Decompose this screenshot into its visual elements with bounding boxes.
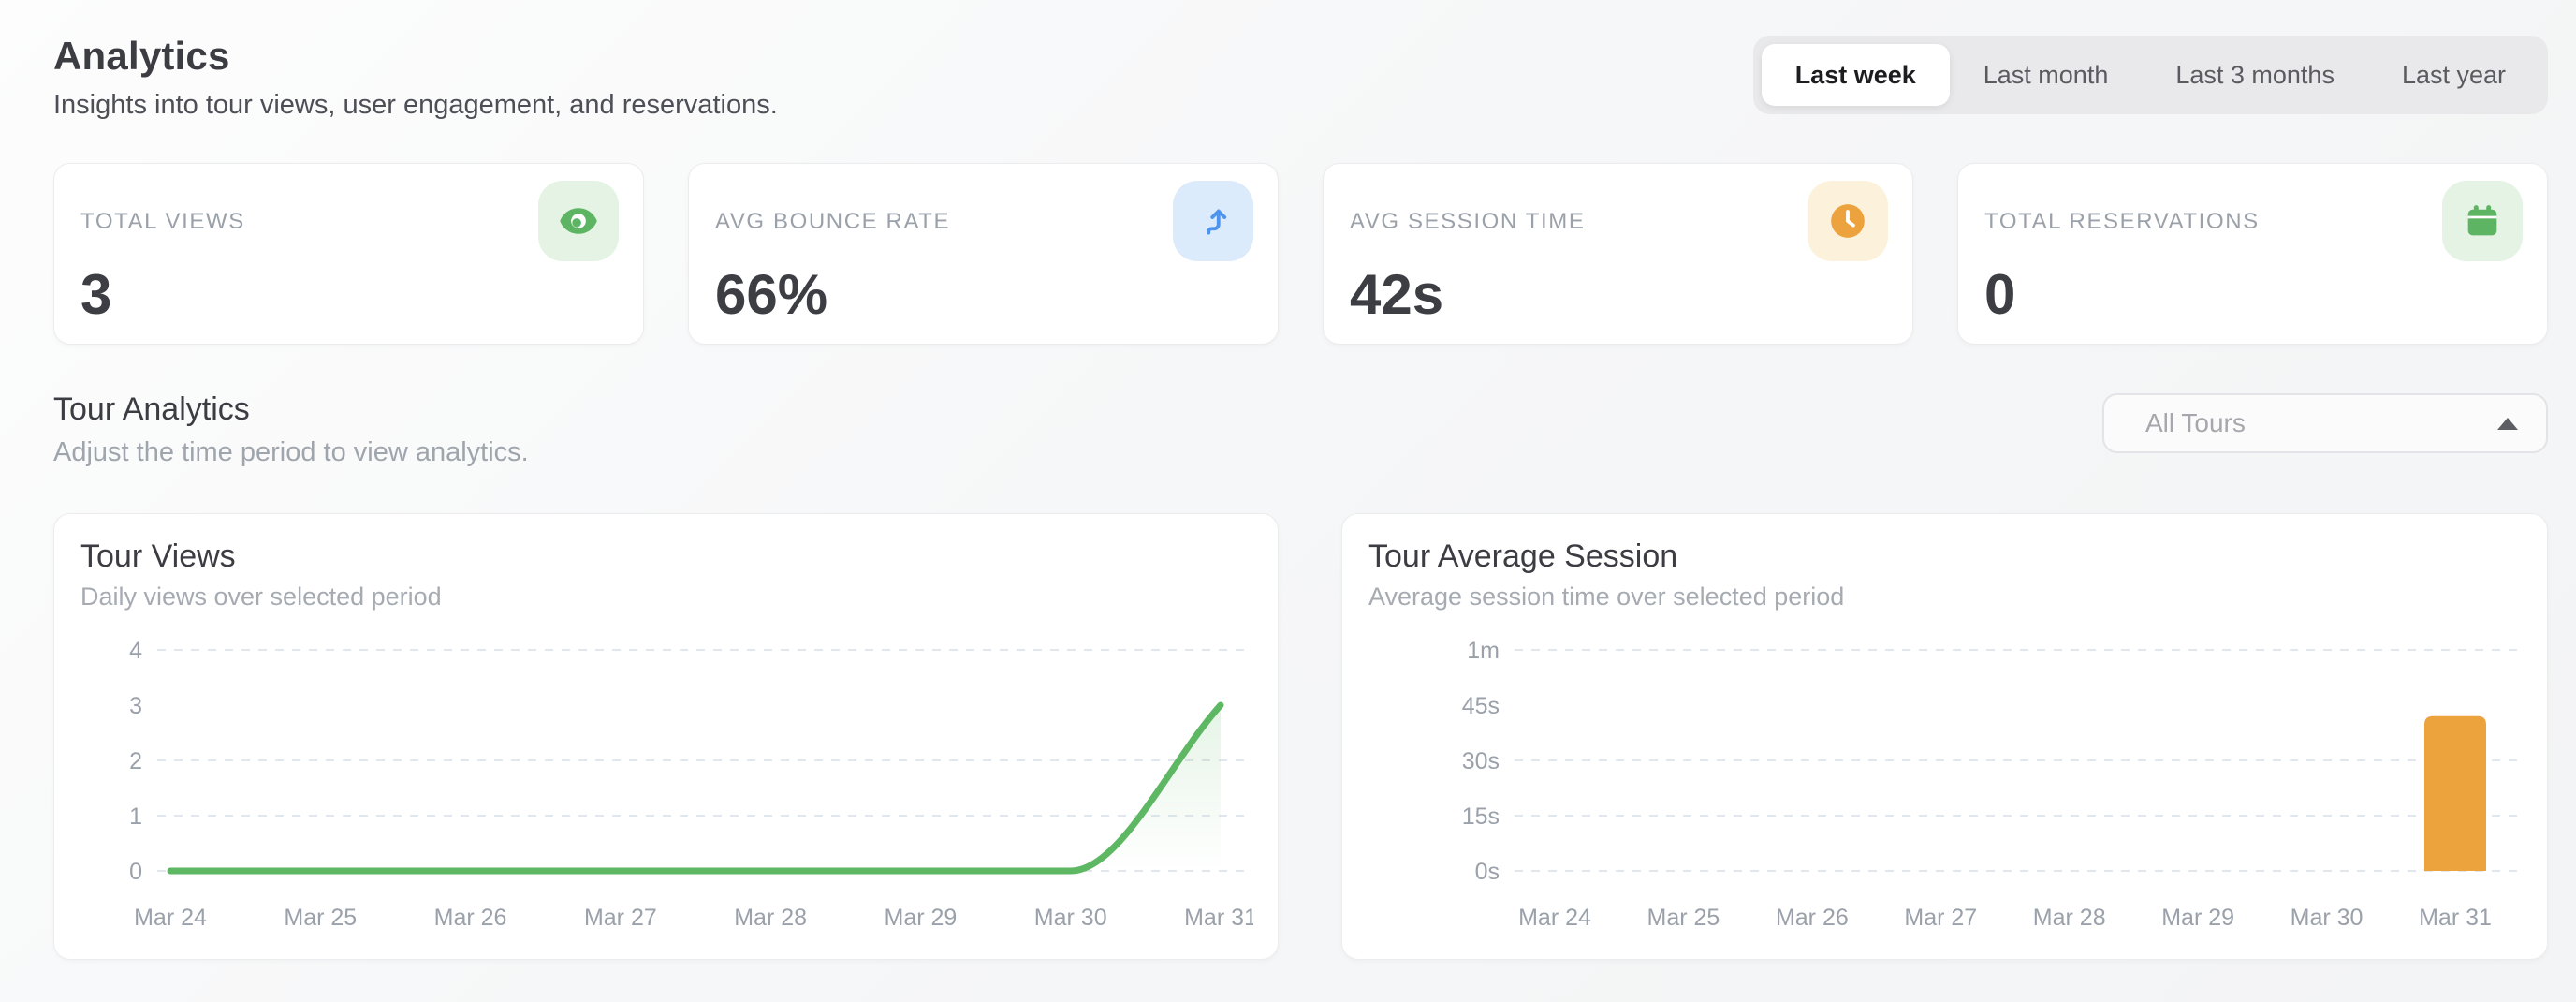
svg-text:Mar 27: Mar 27 <box>584 905 657 931</box>
stat-card-total-reservations: TOTAL RESERVATIONS 0 <box>1957 163 2548 345</box>
tab-last-3-months[interactable]: Last 3 months <box>2142 44 2368 106</box>
tour-average-session-card: Tour Average Session Average session tim… <box>1341 513 2548 960</box>
svg-text:Mar 24: Mar 24 <box>1518 905 1591 931</box>
chart-title: Tour Views <box>80 538 236 574</box>
svg-text:Mar 26: Mar 26 <box>434 905 507 931</box>
stat-label: AVG SESSION TIME <box>1350 209 1586 234</box>
svg-text:Mar 30: Mar 30 <box>1034 905 1107 931</box>
svg-text:0: 0 <box>129 859 142 885</box>
clock-icon <box>1808 181 1888 261</box>
stat-card-avg-bounce-rate: AVG BOUNCE RATE 66% <box>688 163 1279 345</box>
stat-card-avg-session-time: AVG SESSION TIME 42s <box>1323 163 1913 345</box>
chart-subtitle: Daily views over selected period <box>80 582 442 611</box>
svg-text:2: 2 <box>129 748 142 774</box>
arrow-up-icon <box>1173 181 1253 261</box>
svg-text:1m: 1m <box>1467 638 1500 664</box>
clock-icon-svg <box>1831 204 1865 238</box>
section-title: Tour Analytics <box>53 391 250 427</box>
tour-views-chart: 0 1 2 3 4 Mar 24 Mar 25 Mar 26 Mar 27 Mar 28 Mar 2… <box>129 638 1253 931</box>
stat-value: 42s <box>1350 263 1444 326</box>
svg-text:Mar 31: Mar 31 <box>2419 905 2492 931</box>
stat-card-top: TOTAL RESERVATIONS <box>1984 181 2523 261</box>
tour-average-session-chart: 0s 15s 30s 45s 1m Mar 24 Mar 25 Mar 26 Mar 27 Mar… <box>1462 638 2517 931</box>
tour-views-card: Tour Views Daily views over selected per… <box>53 513 1279 960</box>
chart-subtitle: Average session time over selected perio… <box>1368 582 1845 611</box>
svg-text:4: 4 <box>129 638 142 664</box>
svg-text:Mar 28: Mar 28 <box>734 905 807 931</box>
eye-icon-svg <box>560 208 597 234</box>
svg-text:Mar 30: Mar 30 <box>2291 905 2364 931</box>
svg-text:0s: 0s <box>1475 859 1500 885</box>
svg-text:Mar 27: Mar 27 <box>1904 905 1977 931</box>
svg-text:3: 3 <box>129 693 142 719</box>
tour-filter-value: All Tours <box>2145 408 2246 437</box>
svg-text:Mar 26: Mar 26 <box>1776 905 1849 931</box>
chevron-up-icon <box>2497 417 2518 430</box>
calendar-icon-svg <box>2467 205 2497 236</box>
svg-text:Mar 29: Mar 29 <box>2161 905 2234 931</box>
svg-text:Mar 29: Mar 29 <box>885 905 958 931</box>
stat-label: TOTAL VIEWS <box>80 209 245 234</box>
tour-filter-select[interactable]: All Tours <box>2102 393 2548 453</box>
svg-text:Mar 31: Mar 31 <box>1184 905 1253 931</box>
time-range-tabs: Last week Last month Last 3 months Last … <box>1752 36 2548 114</box>
svg-text:Mar 25: Mar 25 <box>1647 905 1720 931</box>
svg-text:30s: 30s <box>1462 748 1500 774</box>
stat-card-total-views: TOTAL VIEWS 3 <box>53 163 644 345</box>
page-header: Analytics Insights into tour views, user… <box>53 34 2548 121</box>
charts-row: Tour Views Daily views over selected per… <box>53 513 2548 960</box>
stat-label: AVG BOUNCE RATE <box>715 209 951 234</box>
stat-value: 66% <box>715 263 828 326</box>
stat-label: TOTAL RESERVATIONS <box>1984 209 2260 234</box>
svg-text:45s: 45s <box>1462 693 1500 719</box>
stat-value: 3 <box>80 263 112 326</box>
eye-icon <box>538 181 619 261</box>
page-header-text: Analytics Insights into tour views, user… <box>53 34 778 121</box>
section-subtitle: Adjust the time period to view analytics… <box>53 437 529 467</box>
stat-card-top: AVG SESSION TIME <box>1350 181 1888 261</box>
tour-analytics-section-header: Tour Analytics Adjust the time period to… <box>53 391 2548 468</box>
stats-row: TOTAL VIEWS 3 AVG BOUNCE RATE <box>53 163 2548 345</box>
tab-last-month[interactable]: Last month <box>1950 44 2143 106</box>
arrow-up-icon-svg <box>1207 209 1227 235</box>
calendar-icon <box>2442 181 2523 261</box>
tab-last-week[interactable]: Last week <box>1761 44 1950 106</box>
chart-title: Tour Average Session <box>1368 538 1678 574</box>
stat-card-top: AVG BOUNCE RATE <box>715 181 1253 261</box>
tour-analytics-heading: Tour Analytics Adjust the time period to… <box>53 391 529 468</box>
svg-text:Mar 28: Mar 28 <box>2033 905 2106 931</box>
svg-text:Mar 25: Mar 25 <box>284 905 357 931</box>
stat-card-top: TOTAL VIEWS <box>80 181 619 261</box>
page-title: Analytics <box>53 34 230 78</box>
svg-text:Mar 24: Mar 24 <box>134 905 207 931</box>
stat-value: 0 <box>1984 263 2016 326</box>
tab-last-year[interactable]: Last year <box>2368 44 2539 106</box>
svg-text:15s: 15s <box>1462 803 1500 830</box>
page-subtitle: Insights into tour views, user engagemen… <box>53 90 778 120</box>
svg-text:1: 1 <box>129 803 142 830</box>
